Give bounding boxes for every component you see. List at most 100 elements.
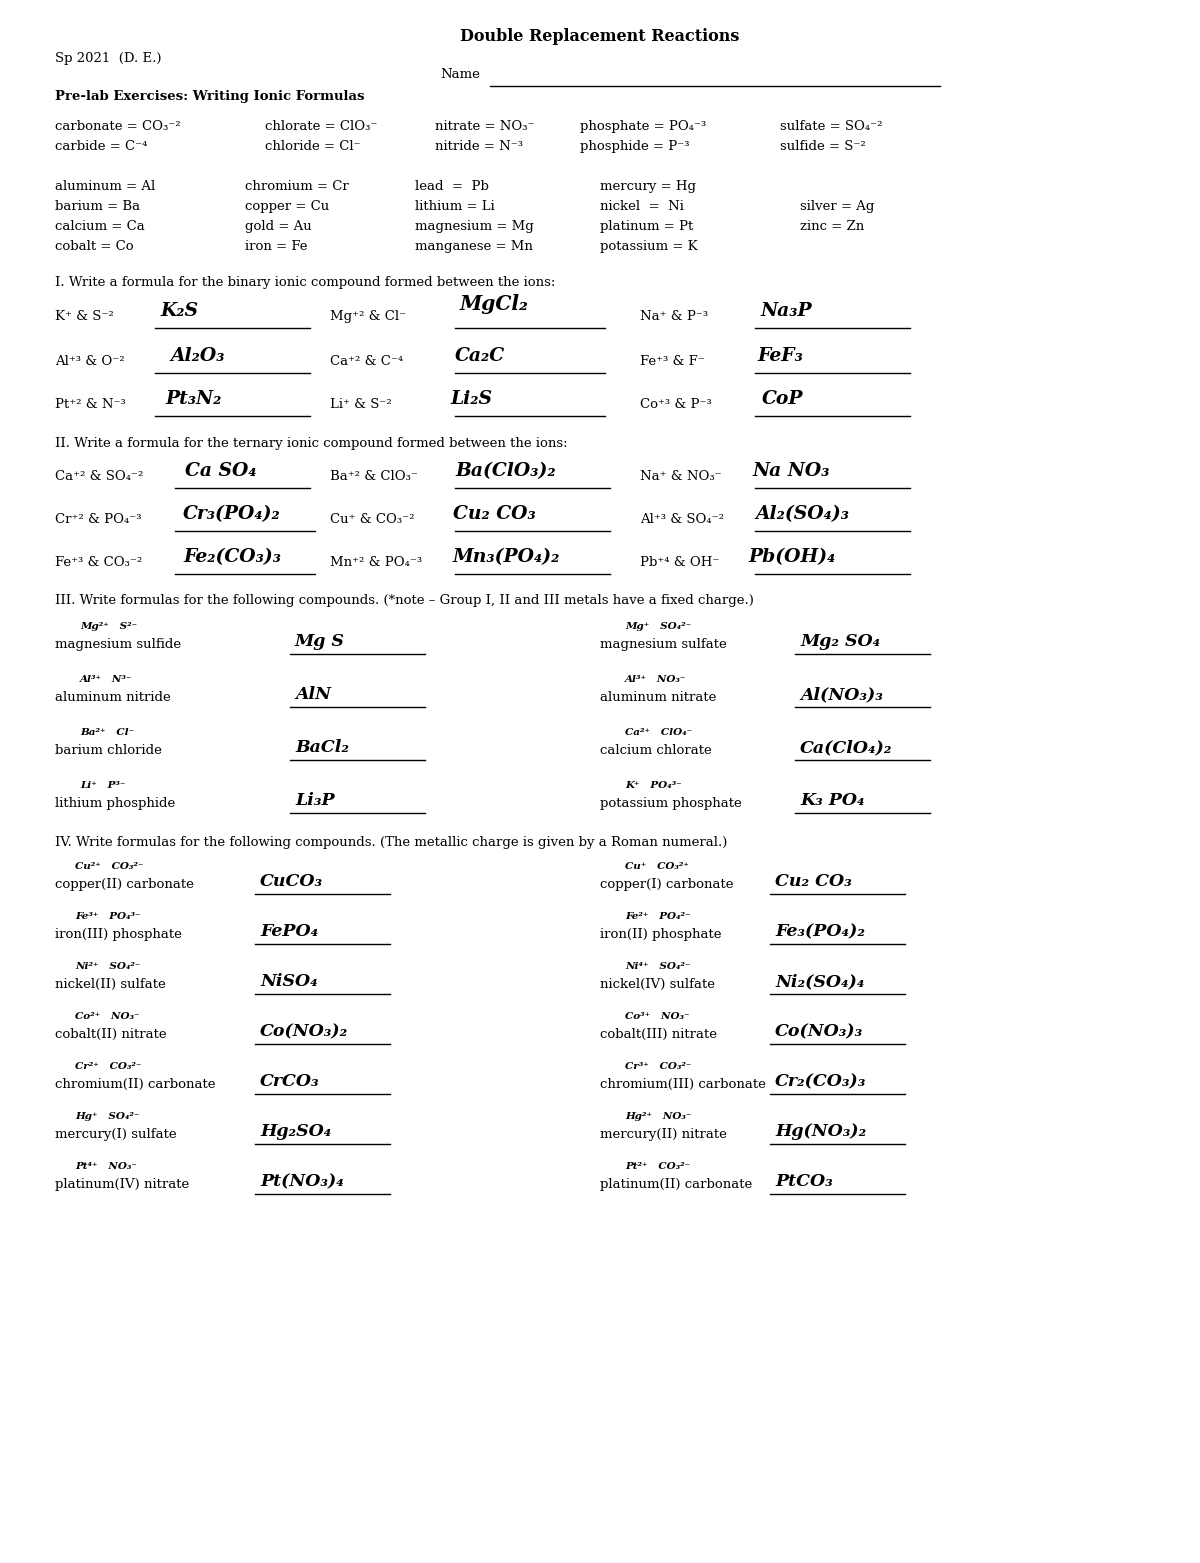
- Text: lead  =  Pb: lead = Pb: [415, 180, 488, 192]
- Text: magnesium sulfide: magnesium sulfide: [55, 638, 181, 652]
- Text: Cu₂ CO₃: Cu₂ CO₃: [775, 874, 852, 891]
- Text: Li⁺ & S⁻²: Li⁺ & S⁻²: [330, 399, 391, 411]
- Text: IV. Write formulas for the following compounds. (The metallic charge is given by: IV. Write formulas for the following com…: [55, 836, 727, 849]
- Text: phosphide = P⁻³: phosphide = P⁻³: [580, 141, 690, 153]
- Text: K⁺ & S⁻²: K⁺ & S⁻²: [55, 309, 114, 324]
- Text: iron(II) phosphate: iron(II) phosphate: [600, 928, 721, 941]
- Text: aluminum = Al: aluminum = Al: [55, 180, 155, 192]
- Text: Na₃P: Na₃P: [760, 302, 811, 320]
- Text: phosphate = PO₄⁻³: phosphate = PO₄⁻³: [580, 120, 707, 133]
- Text: Cr⁺² & PO₄⁻³: Cr⁺² & PO₄⁻³: [55, 513, 142, 527]
- Text: K⁺   PO₄³⁻: K⁺ PO₄³⁻: [625, 782, 682, 789]
- Text: calcium = Ca: calcium = Ca: [55, 220, 145, 233]
- Text: I. Write a formula for the binary ionic compound formed between the ions:: I. Write a formula for the binary ionic …: [55, 277, 556, 289]
- Text: cobalt = Co: cobalt = Co: [55, 241, 133, 253]
- Text: potassium = K: potassium = K: [600, 241, 697, 253]
- Text: copper = Cu: copper = Cu: [245, 200, 329, 213]
- Text: manganese = Mn: manganese = Mn: [415, 241, 533, 253]
- Text: FeF₃: FeF₃: [757, 347, 803, 366]
- Text: Pt₃N₂: Pt₃N₂: [166, 391, 221, 408]
- Text: Co³⁺   NO₃⁻: Co³⁺ NO₃⁻: [625, 1011, 690, 1021]
- Text: Pb⁺⁴ & OH⁻: Pb⁺⁴ & OH⁻: [640, 556, 719, 569]
- Text: CrCO₃: CrCO₃: [260, 1074, 319, 1091]
- Text: Co²⁺   NO₃⁻: Co²⁺ NO₃⁻: [74, 1011, 139, 1021]
- Text: Fe²⁺   PO₄²⁻: Fe²⁺ PO₄²⁻: [625, 911, 690, 921]
- Text: Mg⁺   SO₄²⁻: Mg⁺ SO₄²⁻: [625, 622, 691, 631]
- Text: Pt⁴⁺   NO₃⁻: Pt⁴⁺ NO₃⁻: [74, 1161, 137, 1171]
- Text: iron = Fe: iron = Fe: [245, 241, 307, 253]
- Text: Hg(NO₃)₂: Hg(NO₃)₂: [775, 1124, 866, 1141]
- Text: barium = Ba: barium = Ba: [55, 200, 140, 213]
- Text: Cu⁺ & CO₃⁻²: Cu⁺ & CO₃⁻²: [330, 513, 414, 527]
- Text: nickel  =  Ni: nickel = Ni: [600, 200, 684, 213]
- Text: Fe⁺³ & F⁻: Fe⁺³ & F⁻: [640, 355, 704, 367]
- Text: gold = Au: gold = Au: [245, 220, 312, 233]
- Text: platinum(II) carbonate: platinum(II) carbonate: [600, 1179, 752, 1191]
- Text: sulfate = SO₄⁻²: sulfate = SO₄⁻²: [780, 120, 882, 133]
- Text: silver = Ag: silver = Ag: [800, 200, 875, 213]
- Text: Al⁺³ & SO₄⁻²: Al⁺³ & SO₄⁻²: [640, 513, 724, 527]
- Text: NiSO₄: NiSO₄: [260, 974, 318, 991]
- Text: Ba(ClO₃)₂: Ba(ClO₃)₂: [455, 463, 556, 480]
- Text: Pt⁺² & N⁻³: Pt⁺² & N⁻³: [55, 399, 126, 411]
- Text: Pre-lab Exercises: Writing Ionic Formulas: Pre-lab Exercises: Writing Ionic Formula…: [55, 91, 365, 103]
- Text: BaCl₂: BaCl₂: [295, 739, 349, 756]
- Text: K₃ PO₄: K₃ PO₄: [800, 792, 865, 810]
- Text: CoP: CoP: [762, 391, 804, 408]
- Text: calcium chlorate: calcium chlorate: [600, 744, 712, 756]
- Text: nitride = N⁻³: nitride = N⁻³: [436, 141, 523, 153]
- Text: Cu²⁺   CO₃²⁻: Cu²⁺ CO₃²⁻: [74, 863, 143, 871]
- Text: CuCO₃: CuCO₃: [260, 874, 323, 891]
- Text: Ni₂(SO₄)₄: Ni₂(SO₄)₄: [775, 974, 864, 991]
- Text: Ca(ClO₄)₂: Ca(ClO₄)₂: [800, 739, 893, 756]
- Text: mercury(I) sulfate: mercury(I) sulfate: [55, 1128, 176, 1141]
- Text: Al₂(SO₄)₃: Al₂(SO₄)₃: [755, 505, 850, 524]
- Text: nickel(II) sulfate: nickel(II) sulfate: [55, 978, 166, 991]
- Text: Al⁺³ & O⁻²: Al⁺³ & O⁻²: [55, 355, 125, 367]
- Text: Fe⁺³ & CO₃⁻²: Fe⁺³ & CO₃⁻²: [55, 556, 143, 569]
- Text: Mn⁺² & PO₄⁻³: Mn⁺² & PO₄⁻³: [330, 556, 422, 569]
- Text: Ca₂C: Ca₂C: [455, 347, 505, 366]
- Text: Pt²⁺   CO₃²⁻: Pt²⁺ CO₃²⁻: [625, 1161, 690, 1171]
- Text: Na NO₃: Na NO₃: [754, 463, 830, 480]
- Text: Li₂S: Li₂S: [450, 391, 492, 408]
- Text: FePO₄: FePO₄: [260, 924, 318, 941]
- Text: Co⁺³ & P⁻³: Co⁺³ & P⁻³: [640, 399, 712, 411]
- Text: sulfide = S⁻²: sulfide = S⁻²: [780, 141, 865, 153]
- Text: Cu₂ CO₃: Cu₂ CO₃: [454, 505, 535, 524]
- Text: platinum = Pt: platinum = Pt: [600, 220, 694, 233]
- Text: Pt(NO₃)₄: Pt(NO₃)₄: [260, 1174, 344, 1191]
- Text: Cr³⁺   CO₃²⁻: Cr³⁺ CO₃²⁻: [625, 1061, 691, 1071]
- Text: chromium = Cr: chromium = Cr: [245, 180, 349, 192]
- Text: mercury(II) nitrate: mercury(II) nitrate: [600, 1128, 727, 1141]
- Text: Al³⁺   N³⁻: Al³⁺ N³⁻: [80, 675, 132, 685]
- Text: Na⁺ & NO₃⁻: Na⁺ & NO₃⁻: [640, 470, 721, 483]
- Text: Co(NO₃)₂: Co(NO₃)₂: [260, 1024, 348, 1041]
- Text: magnesium = Mg: magnesium = Mg: [415, 220, 534, 233]
- Text: Cr²⁺   CO₃²⁻: Cr²⁺ CO₃²⁻: [74, 1061, 142, 1071]
- Text: cobalt(III) nitrate: cobalt(III) nitrate: [600, 1028, 718, 1041]
- Text: Mn₃(PO₄)₂: Mn₃(PO₄)₂: [454, 549, 560, 566]
- Text: Ca⁺² & SO₄⁻²: Ca⁺² & SO₄⁻²: [55, 470, 143, 483]
- Text: PtCO₃: PtCO₃: [775, 1174, 833, 1191]
- Text: Ba²⁺   Cl⁻: Ba²⁺ Cl⁻: [80, 728, 134, 738]
- Text: lithium = Li: lithium = Li: [415, 200, 494, 213]
- Text: copper(I) carbonate: copper(I) carbonate: [600, 878, 733, 891]
- Text: Na⁺ & P⁻³: Na⁺ & P⁻³: [640, 309, 708, 324]
- Text: chromium(III) carbonate: chromium(III) carbonate: [600, 1078, 766, 1091]
- Text: copper(II) carbonate: copper(II) carbonate: [55, 878, 194, 891]
- Text: Mg²⁺   S²⁻: Mg²⁺ S²⁻: [80, 622, 137, 631]
- Text: Name: Name: [440, 69, 480, 81]
- Text: carbonate = CO₃⁻²: carbonate = CO₃⁻²: [55, 120, 181, 133]
- Text: Fe³⁺   PO₄³⁻: Fe³⁺ PO₄³⁻: [74, 911, 140, 921]
- Text: lithium phosphide: lithium phosphide: [55, 797, 175, 810]
- Text: Mg₂ SO₄: Mg₂ SO₄: [800, 633, 881, 650]
- Text: zinc = Zn: zinc = Zn: [800, 220, 864, 233]
- Text: Ca SO₄: Ca SO₄: [185, 463, 257, 480]
- Text: aluminum nitrate: aluminum nitrate: [600, 691, 716, 703]
- Text: nitrate = NO₃⁻: nitrate = NO₃⁻: [436, 120, 534, 133]
- Text: Mg S: Mg S: [295, 633, 344, 650]
- Text: Ca²⁺   ClO₄⁻: Ca²⁺ ClO₄⁻: [625, 728, 692, 738]
- Text: Cr₃(PO₄)₂: Cr₃(PO₄)₂: [182, 505, 281, 524]
- Text: Hg⁺   SO₄²⁻: Hg⁺ SO₄²⁻: [74, 1111, 139, 1121]
